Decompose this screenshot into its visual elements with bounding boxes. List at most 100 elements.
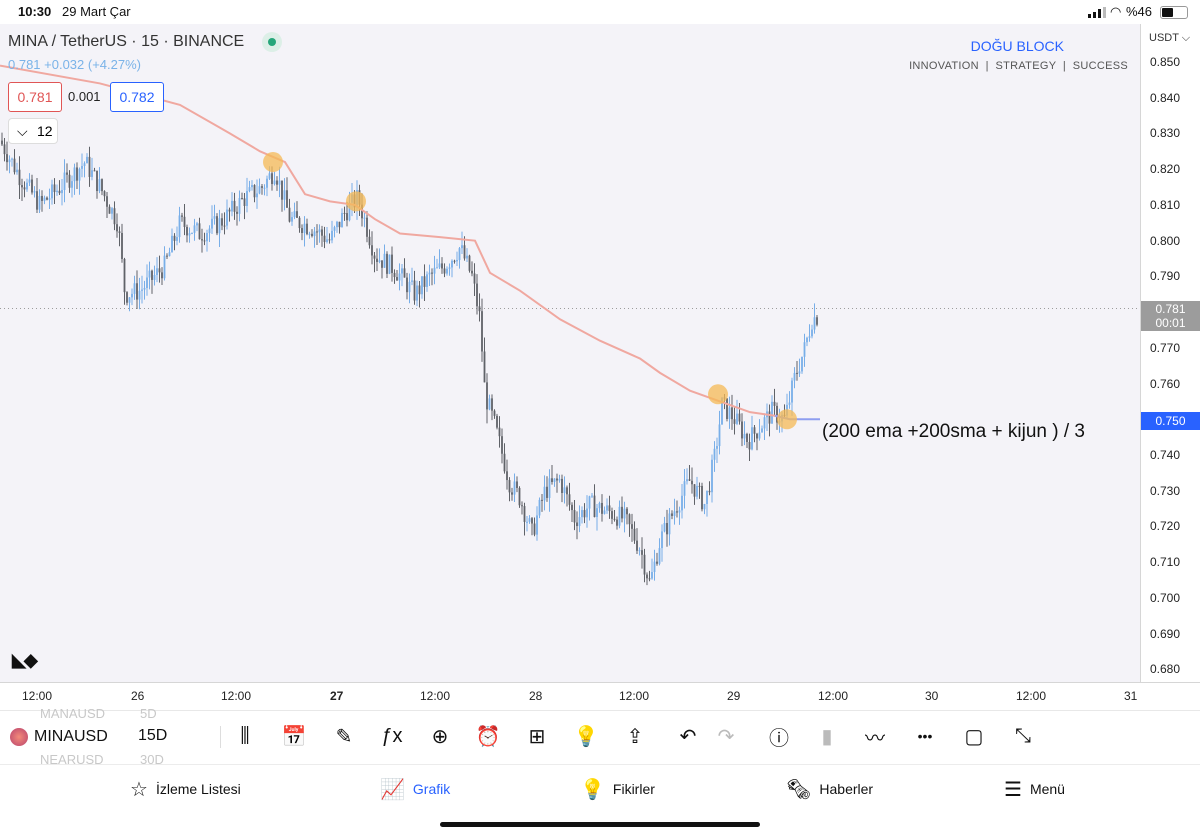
candle-body bbox=[423, 276, 426, 287]
tab-ideas[interactable]: 💡 Fikirler bbox=[580, 776, 655, 802]
ideas-bulb-icon[interactable]: 💡 bbox=[573, 725, 599, 748]
add-icon[interactable]: ⊕ bbox=[431, 725, 449, 748]
indicator-collapse-button[interactable]: ⌵ 12 bbox=[8, 118, 58, 144]
pen-icon[interactable]: ✎ bbox=[335, 725, 353, 748]
touch-marker[interactable] bbox=[263, 152, 283, 173]
candle-body bbox=[726, 398, 728, 419]
candle-body bbox=[406, 277, 408, 293]
ma-indicator-line[interactable] bbox=[0, 64, 791, 421]
candle-body bbox=[96, 170, 98, 192]
tab-watchlist[interactable]: ☆ İzleme Listesi bbox=[130, 776, 241, 802]
star-icon: ☆ bbox=[130, 778, 148, 801]
candle-body bbox=[686, 479, 688, 482]
candle-body bbox=[673, 511, 676, 516]
candle-body bbox=[103, 191, 106, 197]
candle-body bbox=[248, 187, 251, 192]
price-tick-label: 0.710 bbox=[1150, 555, 1181, 570]
candle-body bbox=[296, 211, 298, 218]
touch-marker[interactable] bbox=[777, 409, 797, 430]
undo-icon[interactable]: ↶ bbox=[679, 725, 697, 748]
share-icon[interactable]: ⇪ bbox=[626, 725, 644, 748]
candle-body bbox=[283, 190, 286, 200]
calendar-icon[interactable]: 📅 bbox=[281, 725, 307, 748]
battery-icon bbox=[1160, 6, 1188, 19]
candle-body bbox=[438, 263, 441, 268]
candle-body bbox=[491, 398, 493, 411]
candle-body bbox=[708, 490, 711, 493]
candle-body bbox=[401, 268, 403, 274]
candle-body bbox=[698, 485, 701, 487]
annotation-text[interactable]: (200 ema +200sma + kijun ) / 3 bbox=[822, 421, 1085, 442]
chart-plot[interactable] bbox=[0, 24, 1140, 682]
tab-chart[interactable]: 📈 Grafik bbox=[380, 776, 450, 802]
candle-body bbox=[616, 519, 618, 526]
candle-body bbox=[641, 550, 643, 555]
info-icon[interactable]: ⓘ bbox=[769, 727, 789, 750]
symbol-selector[interactable]: MINAUSD bbox=[10, 726, 108, 748]
price-tick-label: 0.840 bbox=[1150, 90, 1181, 105]
candle-body bbox=[241, 198, 243, 200]
alert-icon[interactable]: ⏰ bbox=[475, 725, 501, 748]
status-date: 29 Mart Çar bbox=[62, 4, 131, 19]
redo-icon[interactable]: ↷ bbox=[717, 725, 735, 748]
price-scale[interactable]: USDT ⌵ bbox=[1140, 24, 1200, 682]
candle-body bbox=[493, 410, 496, 416]
tab-menu[interactable]: ☰ Menü bbox=[1004, 776, 1065, 802]
candle-body bbox=[236, 211, 238, 214]
time-scale[interactable] bbox=[0, 682, 1200, 711]
tab-news[interactable]: 🗞 Haberler bbox=[786, 776, 873, 802]
candle-body bbox=[83, 163, 86, 166]
candle-body bbox=[668, 513, 671, 535]
candle-body bbox=[211, 218, 213, 229]
candle-body bbox=[663, 523, 666, 532]
candle-body bbox=[416, 285, 418, 301]
symbol-title[interactable]: MINA / TetherUS · 15 · BINANCE bbox=[8, 33, 245, 50]
candle-body bbox=[696, 485, 698, 497]
candle-body bbox=[748, 441, 751, 450]
interval-selector[interactable]: 15D bbox=[138, 727, 168, 744]
candle-body bbox=[293, 211, 296, 218]
candle-body bbox=[223, 225, 226, 227]
candle-body bbox=[443, 268, 446, 274]
candle-body bbox=[183, 216, 186, 227]
candle-body bbox=[48, 198, 51, 200]
fullscreen-icon[interactable]: ⤡ bbox=[1015, 724, 1031, 747]
currency-label[interactable]: USDT ⌵ bbox=[1149, 32, 1191, 44]
bars-icon[interactable]: ▮ bbox=[821, 725, 833, 748]
candle-body bbox=[63, 172, 66, 190]
trend-icon[interactable]: 〰 bbox=[865, 727, 885, 750]
time-tick-label: 26 bbox=[131, 689, 145, 703]
buy-price-button[interactable]: 0.782 bbox=[110, 82, 164, 112]
chevron-down-icon: ⌵ bbox=[17, 123, 28, 139]
candle-body bbox=[661, 531, 663, 549]
candle-body bbox=[331, 230, 333, 241]
candle-body bbox=[801, 356, 803, 372]
bottom-toolbar bbox=[0, 710, 1200, 765]
touch-marker[interactable] bbox=[708, 384, 728, 405]
candle-body bbox=[228, 209, 231, 212]
candle-body bbox=[66, 172, 68, 175]
indicators-icon[interactable]: ƒx bbox=[381, 724, 403, 747]
candle-body bbox=[51, 184, 53, 199]
time-tick-label: 12:00 bbox=[1016, 689, 1047, 703]
candle-body bbox=[191, 232, 193, 234]
candles-icon[interactable]: ⫼ bbox=[240, 724, 250, 747]
candle-body bbox=[533, 523, 536, 535]
price-tick-label: 0.790 bbox=[1150, 269, 1181, 284]
candle-body bbox=[803, 342, 806, 357]
candle-body bbox=[458, 248, 461, 261]
candle-body bbox=[33, 191, 36, 193]
candle-body bbox=[556, 478, 558, 481]
candle-body bbox=[678, 510, 681, 513]
layout-icon[interactable]: ⊞ bbox=[528, 725, 546, 748]
chart-canvas[interactable] bbox=[0, 24, 1140, 682]
candle-body bbox=[576, 522, 578, 527]
candle-body bbox=[118, 231, 121, 233]
candle-body bbox=[8, 159, 11, 163]
touch-marker[interactable] bbox=[346, 191, 366, 212]
more-icon[interactable]: ••• bbox=[917, 728, 933, 744]
candle-body bbox=[451, 260, 453, 268]
rectangle-icon[interactable]: ▢ bbox=[964, 725, 984, 748]
candle-body bbox=[578, 517, 581, 527]
sell-price-button[interactable]: 0.781 bbox=[8, 82, 62, 112]
